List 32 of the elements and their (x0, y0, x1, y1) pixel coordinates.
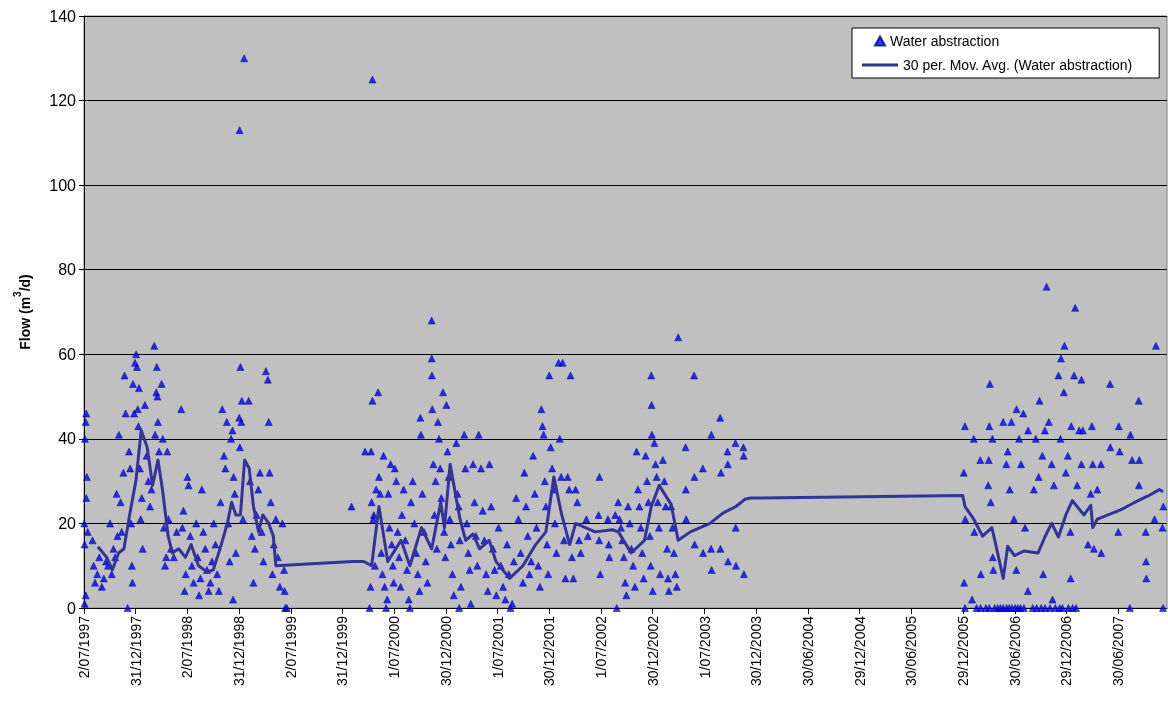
x-tick-label: 30/12/2002 (644, 615, 661, 687)
x-tick-label: 2/07/1998 (179, 615, 196, 679)
x-tick-label: 30/06/2004 (799, 615, 816, 687)
x-tick-label: 30/06/2007 (1110, 615, 1127, 687)
x-tick-label: 2/07/1997 (76, 615, 92, 679)
x-tick-label: 31/12/1998 (231, 615, 247, 687)
x-tick-label: 1/07/2003 (696, 615, 713, 679)
y-axis-title: Flow (m3/d) (11, 274, 33, 350)
y-tick-label: 40 (58, 430, 77, 448)
x-tick-label: 29/12/2005 (954, 615, 971, 687)
x-tick-label: 1/07/2001 (489, 615, 506, 679)
x-tick-label: 30/12/2000 (437, 615, 454, 687)
y-tick-label: 0 (67, 599, 77, 617)
x-tick-label: 31/12/1999 (334, 615, 351, 687)
x-tick-label: 30/06/2006 (1006, 615, 1023, 687)
legend-label: Water abstraction (890, 33, 1000, 49)
x-tick-label: 30/12/2001 (541, 615, 558, 687)
x-tick-label: 29/12/2004 (851, 615, 868, 687)
x-tick-label: 31/12/1997 (127, 615, 144, 687)
x-tick-label: 1/07/2002 (593, 615, 610, 679)
x-tick-label: 30/12/2003 (748, 615, 765, 687)
x-tick-label: 30/06/2005 (903, 615, 920, 687)
y-tick-label: 120 (49, 92, 77, 110)
y-tick-label: 20 (58, 514, 77, 532)
y-tick-label: 100 (49, 176, 77, 194)
y-tick-label: 60 (58, 345, 77, 363)
x-tick-label: 2/07/1999 (282, 615, 299, 679)
y-tick-label: 140 (49, 7, 77, 25)
x-tick-label: 1/07/2000 (386, 615, 403, 679)
legend-label: 30 per. Mov. Avg. (Water abstraction) (903, 57, 1133, 73)
y-tick-label: 80 (58, 261, 77, 279)
x-tick-label: 29/12/2006 (1058, 615, 1075, 687)
